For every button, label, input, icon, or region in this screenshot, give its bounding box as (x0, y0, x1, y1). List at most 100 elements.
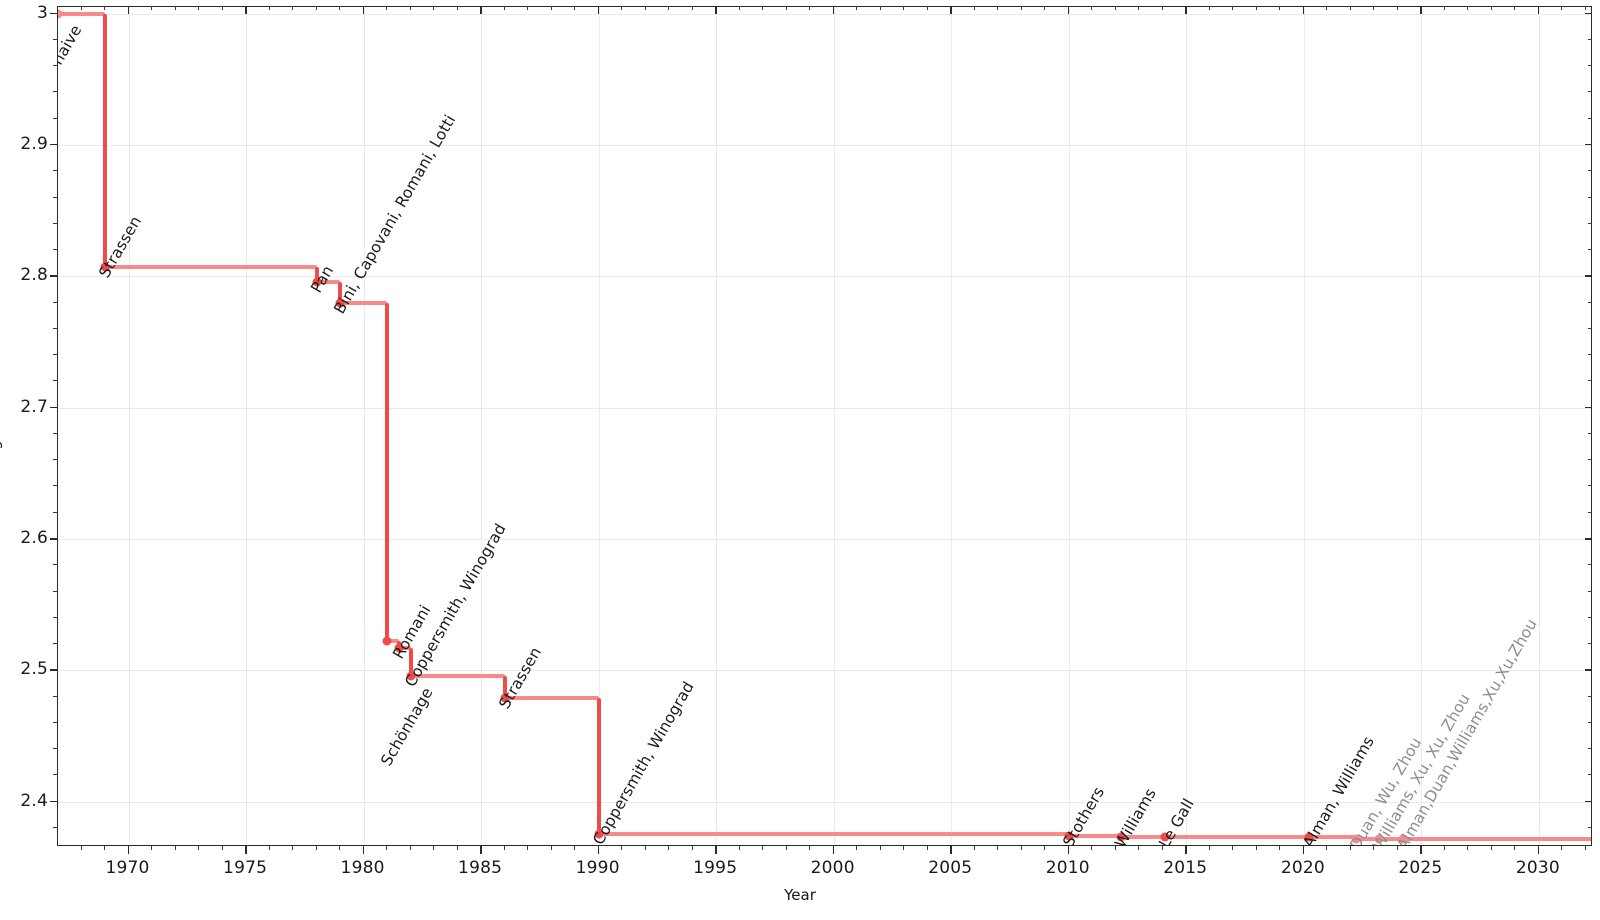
gridline-x (363, 7, 365, 845)
series-segment-vertical (502, 675, 507, 698)
data-point-marker[interactable] (335, 298, 345, 307)
gridline-x (1421, 7, 1423, 845)
x-tick-label: 2015 (1163, 858, 1208, 878)
data-point-marker[interactable] (594, 829, 604, 839)
data-point-marker[interactable] (1304, 832, 1314, 842)
tick-x (1185, 6, 1187, 14)
tick-y (53, 616, 57, 618)
tick-y (53, 721, 57, 723)
tick-y (1588, 748, 1592, 750)
tick-y (53, 380, 57, 382)
data-point-marker[interactable] (1160, 832, 1170, 842)
tick-x (1490, 6, 1492, 10)
data-point-marker[interactable] (406, 671, 416, 681)
tick-y (50, 12, 57, 15)
plot-area: naive Strassen Pan Bini, Capovani, Romani, … (58, 7, 1591, 845)
tick-y (53, 774, 57, 776)
y-tick-label: 2.9 (20, 133, 48, 154)
data-point-marker[interactable] (1398, 834, 1408, 844)
tick-x (339, 846, 341, 850)
tick-x (104, 846, 105, 850)
tick-x (1067, 846, 1070, 854)
gridline-y (58, 539, 1591, 540)
tick-x (832, 6, 835, 14)
data-point-marker[interactable] (58, 9, 63, 19)
tick-y (1588, 511, 1592, 513)
data-point-marker[interactable] (500, 693, 510, 703)
tick-x (1255, 6, 1257, 10)
tick-x (80, 6, 82, 10)
tick-x (198, 6, 199, 10)
data-point-marker[interactable] (1064, 831, 1074, 841)
tick-x (1020, 846, 1022, 850)
tick-x (1490, 846, 1492, 850)
tick-y (50, 406, 57, 409)
tick-x (1302, 6, 1305, 14)
tick-y (50, 800, 57, 803)
data-point-marker[interactable] (100, 262, 110, 272)
tick-x (1138, 846, 1140, 850)
tick-y (53, 65, 57, 67)
tick-x (903, 6, 905, 10)
tick-x (597, 6, 600, 14)
tick-y (1588, 459, 1592, 461)
series-segment-vertical (338, 281, 343, 303)
tick-x (104, 6, 105, 10)
x-tick-label: 1970 (105, 858, 150, 878)
data-point-marker[interactable] (382, 636, 392, 646)
tick-y (1585, 406, 1592, 409)
data-point-marker[interactable] (1374, 834, 1384, 844)
tick-x (1537, 6, 1540, 14)
tick-x (997, 846, 999, 850)
x-tick-label: 1975 (223, 858, 268, 878)
tick-x (1161, 846, 1163, 850)
tick-x (198, 846, 199, 850)
tick-x (879, 846, 881, 850)
series-segment-horizontal (1165, 835, 1309, 840)
tick-x (1091, 6, 1093, 10)
tick-y (50, 669, 57, 671)
tick-x (668, 846, 670, 850)
tick-x (80, 846, 82, 850)
x-tick-label: 1980 (340, 858, 385, 878)
tick-x (527, 846, 529, 850)
tick-y (53, 432, 57, 434)
data-point-marker[interactable] (1351, 834, 1361, 844)
tick-x (1232, 846, 1234, 850)
tick-x (221, 846, 223, 850)
tick-x (715, 6, 717, 14)
series-segment-horizontal (410, 673, 505, 678)
tick-y (53, 196, 57, 198)
point-label: naive (58, 21, 86, 68)
tick-x (1537, 846, 1540, 854)
tick-x (339, 6, 341, 10)
tick-y (1585, 669, 1592, 671)
tick-x (409, 846, 411, 850)
tick-y (1588, 65, 1592, 67)
tick-x (1114, 6, 1116, 10)
tick-x (597, 846, 600, 854)
tick-y (53, 249, 57, 250)
tick-x (1138, 6, 1140, 10)
data-point-marker[interactable] (312, 277, 322, 286)
tick-y (53, 827, 57, 828)
tick-y (53, 485, 57, 487)
tick-y (1588, 354, 1592, 356)
data-point-marker[interactable] (1116, 832, 1125, 842)
tick-x (738, 846, 740, 850)
tick-y (1588, 564, 1592, 566)
y-tick-label: 2.6 (20, 528, 48, 548)
gridline-x (716, 7, 718, 845)
series-segment-vertical (314, 267, 319, 282)
gridline-y (58, 407, 1591, 409)
tick-x (456, 6, 458, 10)
tick-y (1588, 170, 1592, 172)
tick-x (221, 6, 223, 10)
tick-x (1114, 846, 1116, 850)
tick-x (480, 846, 482, 854)
tick-x (1091, 846, 1093, 850)
data-point-marker[interactable] (394, 643, 404, 653)
tick-x (762, 6, 764, 10)
tick-y (1588, 380, 1592, 382)
y-tick-label: 2.4 (20, 790, 48, 811)
